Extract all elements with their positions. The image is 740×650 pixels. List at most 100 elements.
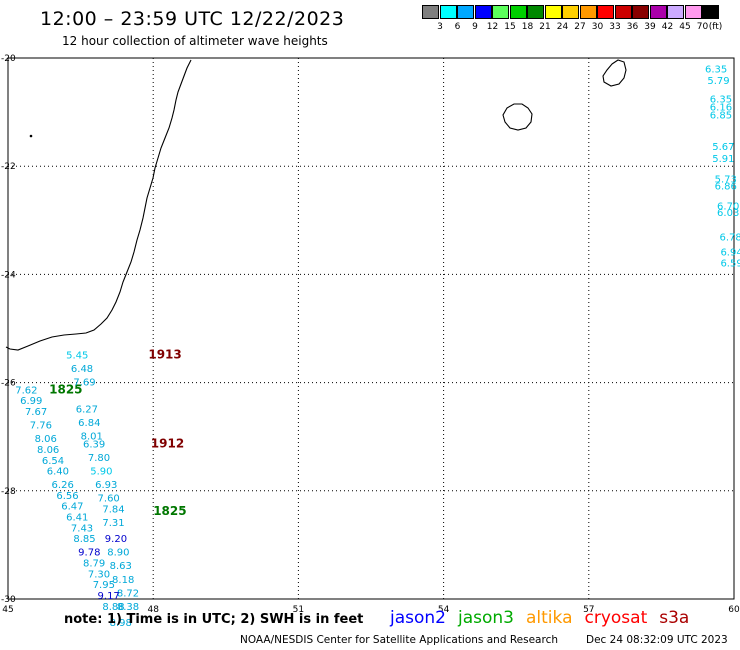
map-gridlines [8,58,734,599]
color-swatch [457,5,474,19]
color-scale-unit: (ft) [708,22,723,32]
color-swatch [597,5,614,19]
color-scale-label: 18 [521,22,534,32]
color-swatch [632,5,649,19]
wave-height-value: 6.56 [56,491,78,502]
mission-cryosat: cryosat [584,608,648,628]
color-scale-label: 39 [644,22,656,32]
wave-height-value: 6.27 [76,404,98,415]
color-swatch [439,5,457,19]
wave-height-value: 8.06 [35,434,57,445]
wave-height-value: 7.69 [73,377,95,388]
color-swatch [614,5,632,19]
color-swatch [649,5,667,19]
coastlines [5,59,627,351]
wave-height-value: 7.31 [102,518,124,529]
axis-tick-labels: 45 48 51 54 57 60 -20 -22 -24 -26 -28 -30 [1,54,740,615]
lon-tick-label: 57 [583,605,594,615]
mission-s3a: s3a [659,608,690,628]
color-swatch [509,5,527,19]
wave-height-value: 5.67 [712,142,734,153]
color-scale-label: 12 [486,22,499,32]
wave-height-value: 6.16 [710,102,732,113]
wave-height-value: 6.93 [95,480,117,491]
color-scale-label: 24 [556,22,569,32]
pass-time-label: 1912 [151,437,184,451]
wave-height-value: 5.73 [715,174,737,185]
color-swatch [422,5,439,19]
wave-height-value: 5.45 [66,350,88,361]
color-swatch [544,5,562,19]
wave-height-value: 6.54 [42,456,64,467]
wave-height-value: 7.30 [88,569,110,580]
mission-jason3: jason3 [458,608,514,628]
wave-height-value: 6.59 [720,258,740,269]
wave-height-value: 5.91 [712,154,734,165]
wave-height-value: 7.62 [15,385,37,396]
wave-height-value: 5.79 [707,76,729,87]
chart-subtitle: 12 hour collection of altimeter wave hei… [62,34,328,48]
color-scale-label: 21 [539,22,551,32]
wave-height-value: 6.26 [52,480,74,491]
wave-height-value: 8.63 [110,561,132,572]
pass-time-label: 1825 [153,504,186,518]
wave-height-value: 8.38 [117,602,139,613]
wave-height-value: 9.20 [105,534,127,545]
wave-height-value: 6.35 [705,65,727,76]
wave-height-value: 6.70 [717,201,739,212]
map-frame [7,57,735,600]
color-swatch [684,5,702,19]
lat-tick-label: -28 [1,487,16,497]
lon-tick-label: 51 [293,605,304,615]
wave-height-value: 6.78 [719,232,740,243]
color-scale-label: 9 [472,22,478,32]
color-scale-label: 3 [437,22,443,32]
lat-tick-label: -24 [1,270,16,280]
color-scale-label: 15 [504,22,516,32]
wave-height-value: 6.03 [717,208,739,219]
wave-height-value: 8.01 [81,431,103,442]
generated-timestamp: Dec 24 08:32:09 UTC 2023 [586,634,728,646]
lon-tick-label: 48 [147,605,159,615]
wave-height-value: 7.67 [25,407,47,418]
wave-height-value: 6.86 [715,181,737,192]
wave-height-value: 8.90 [107,548,129,559]
color-swatch [579,5,597,19]
wave-height-value: 6.48 [71,364,93,375]
wave-height-value: 6.84 [78,418,100,429]
color-swatch [474,5,492,19]
wave-height-value: 6.99 [20,396,42,407]
wave-height-value: 6.39 [83,440,105,451]
wave-height-value: 8.85 [73,534,95,545]
color-scale-label: 70 [696,22,709,32]
wave-height-value: 6.85 [710,111,732,122]
wave-height-value: 8.18 [112,575,134,586]
wave-height-value: 8.72 [117,588,139,599]
wave-height-value: 6.40 [47,467,69,478]
footer: NOAA/NESDIS Center for Satellite Applica… [240,634,728,646]
chart-title: 12:00 – 23:59 UTC 12/22/2023 [40,8,345,30]
wave-height-value: 7.43 [71,523,93,534]
wave-height-value: 6.47 [61,502,83,513]
color-swatch [527,5,544,19]
color-scale-label: 36 [626,22,639,32]
mauritius-island [602,59,627,87]
wave-height-value: 7.95 [93,580,115,591]
wave-height-value: 6.94 [720,247,740,258]
lon-tick-label: 45 [2,605,13,615]
mission-legend: jason2 jason3 altika cryosat s3a [390,608,701,628]
wave-height-value: 7.60 [98,494,120,505]
madagascar-coastline [5,59,192,351]
color-swatch [702,5,719,19]
pass-time-label: 1913 [148,347,181,361]
color-scale-label: 27 [574,22,586,32]
color-scale-label: 30 [591,22,604,32]
wave-height-value: 8.79 [83,559,105,570]
pass-time-label: 1825 [49,382,82,396]
wave-height-value: 8.98 [110,618,132,629]
wave-height-value: 8.06 [37,445,59,456]
wave-height-value: 8.88 [102,602,124,613]
color-swatch [492,5,509,19]
wave-height-value: 6.35 [710,94,732,105]
